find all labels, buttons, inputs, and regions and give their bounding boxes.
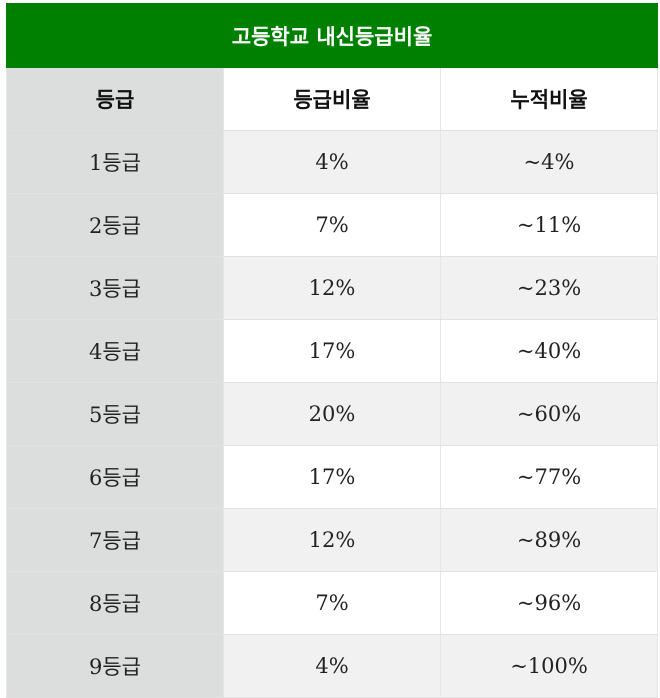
cumulative-cell: ~89% — [439, 508, 659, 572]
ratio-cell: 12% — [223, 256, 441, 320]
table-row: 3등급 12% ~23% — [6, 256, 659, 320]
cumulative-cell: ~100% — [439, 634, 659, 698]
grade-cell: 9등급 — [6, 634, 224, 698]
table-row: 6등급 17% ~77% — [6, 445, 659, 509]
grade-cell: 2등급 — [6, 193, 224, 257]
cumulative-cell: ~96% — [439, 571, 659, 635]
ratio-cell: 17% — [223, 445, 441, 509]
ratio-cell: 4% — [223, 130, 441, 194]
grade-cell: 1등급 — [6, 130, 224, 194]
grade-cell: 4등급 — [6, 319, 224, 383]
cumulative-cell: ~4% — [439, 130, 659, 194]
table-row: 2등급 7% ~11% — [6, 193, 659, 257]
cumulative-cell: ~60% — [439, 382, 659, 446]
ratio-cell: 7% — [223, 571, 441, 635]
grade-cell: 5등급 — [6, 382, 224, 446]
ratio-cell: 20% — [223, 382, 441, 446]
cumulative-cell: ~11% — [439, 193, 659, 257]
grade-ratio-table-container: 고등학교 내신등급비율 등급 등급비율 누적비율 1등급 4% ~4% 2등급 … — [5, 3, 659, 698]
grade-cell: 7등급 — [6, 508, 224, 572]
table-title-row: 고등학교 내신등급비율 — [5, 3, 659, 68]
grade-cell: 8등급 — [6, 571, 224, 635]
table-header-row: 등급 등급비율 누적비율 — [6, 67, 659, 131]
header-cumulative: 누적비율 — [439, 67, 659, 131]
table-row: 5등급 20% ~60% — [6, 382, 659, 446]
cumulative-cell: ~77% — [439, 445, 659, 509]
grade-cell: 3등급 — [6, 256, 224, 320]
ratio-cell: 17% — [223, 319, 441, 383]
cumulative-cell: ~40% — [439, 319, 659, 383]
header-ratio: 등급비율 — [223, 67, 441, 131]
table-row: 1등급 4% ~4% — [6, 130, 659, 194]
table-row: 7등급 12% ~89% — [6, 508, 659, 572]
table-row: 9등급 4% ~100% — [6, 634, 659, 698]
ratio-cell: 4% — [223, 634, 441, 698]
cumulative-cell: ~23% — [439, 256, 659, 320]
ratio-cell: 12% — [223, 508, 441, 572]
grade-cell: 6등급 — [6, 445, 224, 509]
table-row: 4등급 17% ~40% — [6, 319, 659, 383]
ratio-cell: 7% — [223, 193, 441, 257]
table-row: 8등급 7% ~96% — [6, 571, 659, 635]
header-grade: 등급 — [6, 67, 224, 131]
grade-ratio-table: 고등학교 내신등급비율 등급 등급비율 누적비율 1등급 4% ~4% 2등급 … — [5, 3, 659, 698]
table-title: 고등학교 내신등급비율 — [5, 3, 659, 68]
